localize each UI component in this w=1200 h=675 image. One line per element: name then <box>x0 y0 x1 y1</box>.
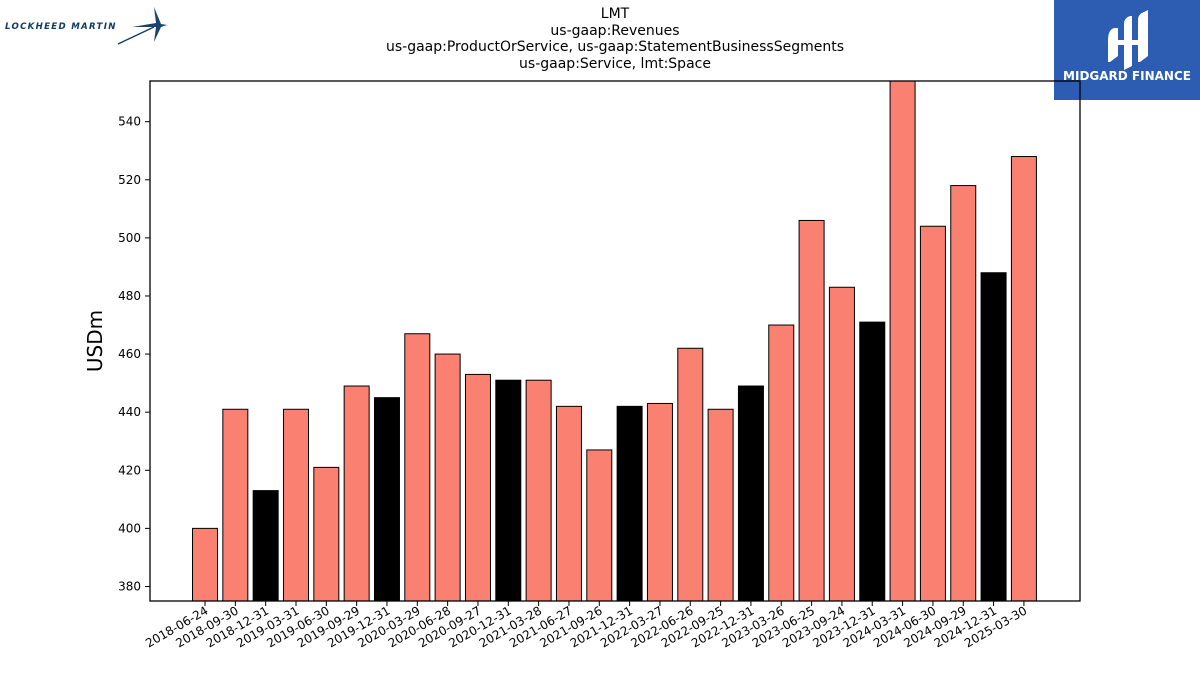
bar-series <box>192 80 1037 602</box>
bar-2019-09-29 <box>343 385 370 602</box>
lockheed-martin-logo-mark: LOCKHEED MARTIN <box>5 7 167 45</box>
y-axis: 380 400 420 440 460 480 500 520 540 <box>118 115 150 593</box>
lockheed-martin-logo: LOCKHEED MARTIN <box>4 4 174 48</box>
bar-2022-12-31 <box>737 385 764 602</box>
bar-2022-06-26 <box>677 347 704 602</box>
chart-title-block: LMT us-gaap:Revenues us-gaap:ProductOrSe… <box>300 6 930 72</box>
bar-2020-06-28 <box>434 353 461 602</box>
bar-2024-06-30 <box>919 225 946 602</box>
bar-2025-03-30 <box>1010 156 1037 602</box>
chart-title-line-4: us-gaap:Service, lmt:Space <box>519 55 711 72</box>
bar-2020-03-29 <box>404 333 431 602</box>
y-tick-label: 420 <box>118 463 141 477</box>
bar-2021-06-27 <box>555 405 582 602</box>
bar-2020-09-27 <box>464 373 491 602</box>
chart-title-line-2: us-gaap:Revenues <box>550 22 680 39</box>
x-axis: 2018-06-242018-09-302018-12-312019-03-31… <box>143 601 1029 650</box>
bar-2020-12-31 <box>495 379 522 602</box>
y-tick-label: 500 <box>118 231 141 245</box>
chart-title-line-3: us-gaap:ProductOrService, us-gaap:Statem… <box>385 39 844 55</box>
midgard-finance-logo-text: MIDGARD FINANCE <box>1063 69 1191 83</box>
y-tick-label: 440 <box>118 405 141 419</box>
bar-2022-03-27 <box>646 402 673 602</box>
bar-2021-03-28 <box>525 379 552 602</box>
bar-2018-12-31 <box>252 490 279 602</box>
bar-2022-09-25 <box>707 408 734 602</box>
bar-2019-03-31 <box>282 408 309 602</box>
y-tick-label: 380 <box>118 579 141 593</box>
bar-2018-06-24 <box>192 527 218 602</box>
y-tick-label: 460 <box>118 347 141 361</box>
bar-2024-12-31 <box>980 272 1007 602</box>
bar-2023-12-31 <box>859 321 886 602</box>
y-tick-label: 400 <box>118 521 141 535</box>
bar-2018-09-30 <box>222 408 249 602</box>
y-tick-label: 520 <box>118 173 141 187</box>
y-axis-label: USDm <box>83 310 107 372</box>
bar-2023-03-26 <box>768 324 795 602</box>
chart-title-line-1: LMT <box>600 6 630 22</box>
bar-2023-09-24 <box>828 286 855 602</box>
midgard-finance-logo-mark: MIDGARD FINANCE <box>1063 10 1191 83</box>
bar-2019-06-30 <box>313 466 340 602</box>
lockheed-martin-logo-text: LOCKHEED MARTIN <box>5 22 117 32</box>
y-tick-label: 480 <box>118 289 141 303</box>
bar-2019-12-31 <box>373 397 400 602</box>
bar-2021-12-31 <box>616 405 643 602</box>
bar-2021-09-26 <box>586 449 613 602</box>
bar-2024-09-29 <box>950 185 977 602</box>
y-tick-label: 540 <box>118 115 141 129</box>
midgard-finance-logo: MIDGARD FINANCE <box>1054 0 1200 100</box>
bar-2024-03-31 <box>889 80 916 602</box>
plot-frame <box>149 80 1081 602</box>
bar-2023-06-25 <box>798 219 825 602</box>
